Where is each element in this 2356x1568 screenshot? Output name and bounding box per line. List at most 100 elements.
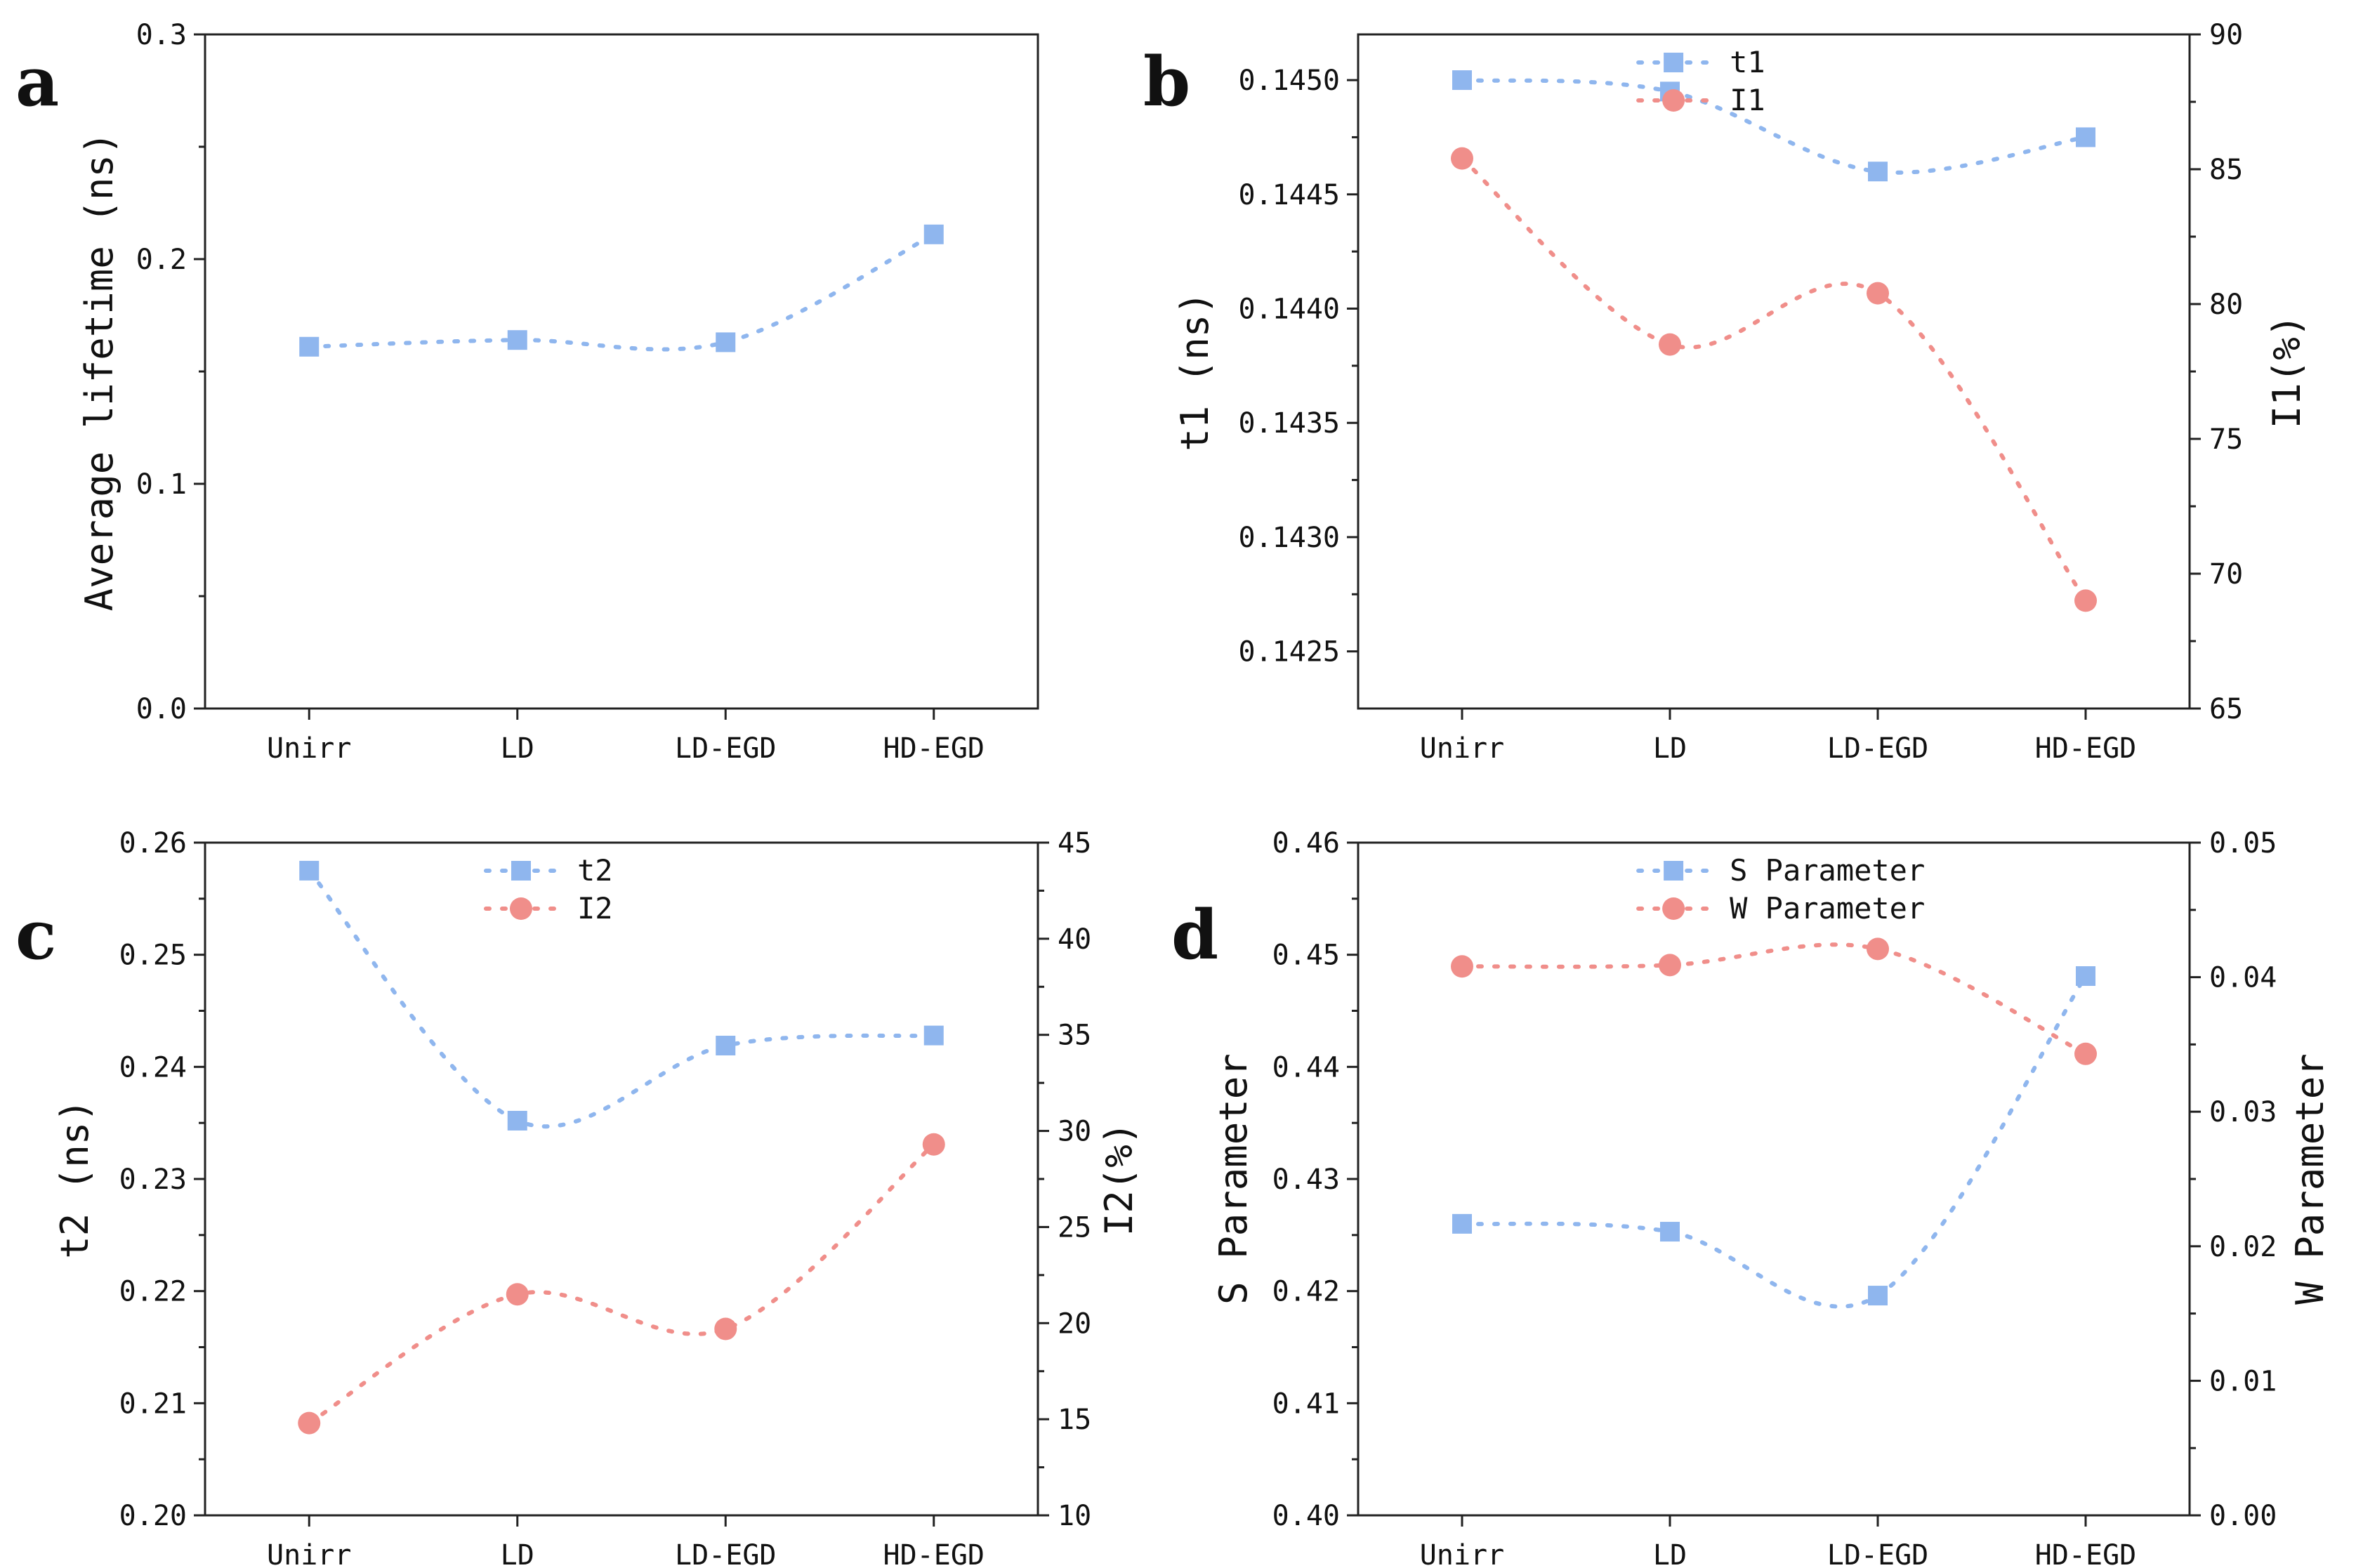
data-point-circle <box>1867 282 1889 305</box>
y2-tick-label: 75 <box>2209 423 2243 456</box>
x-tick-label: HD-EGD <box>2035 732 2137 765</box>
y2-tick-label: 20 <box>1058 1307 1091 1340</box>
data-point-circle <box>1451 147 1473 170</box>
y2-tick-label: 85 <box>2209 154 2243 186</box>
y2-tick-label: 35 <box>1058 1020 1091 1052</box>
y-tick-label: 0.0 <box>136 693 187 725</box>
legend-label: t1 <box>1730 45 1765 79</box>
x-tick-label: HD-EGD <box>883 1539 985 1568</box>
panel-letter: c <box>15 895 56 975</box>
data-point-circle <box>2074 1042 2097 1065</box>
y-axis-title: Average lifetime (ns) <box>77 132 121 612</box>
y2-tick-label: 90 <box>2209 19 2243 51</box>
y-axis-title: t1 (ns) <box>1173 291 1217 452</box>
y-tick-label: 0.1425 <box>1239 636 1341 668</box>
series-line-i2 <box>307 1142 936 1425</box>
y2-tick-label: 0.04 <box>2209 962 2277 994</box>
y2-tick-label: 30 <box>1058 1116 1091 1148</box>
y2-tick-label: 25 <box>1058 1211 1091 1244</box>
y-tick-label: 0.1445 <box>1239 179 1341 211</box>
data-point-square <box>1868 1286 1888 1306</box>
data-point-circle <box>298 1411 321 1435</box>
legend-marker-circle <box>1662 897 1685 920</box>
chart-panel-a: a Unirr LD LD-EGD HD-EGD 0.0 0.1 0.2 0.3 Average … <box>15 19 1039 765</box>
data-point-circle <box>922 1133 945 1156</box>
y-tick-label: 0.1430 <box>1239 522 1341 554</box>
y-tick-label: 0.41 <box>1272 1388 1340 1420</box>
y2-tick-label: 0.02 <box>2209 1231 2277 1263</box>
x-tick-label: LD <box>1653 732 1687 765</box>
data-point-circle <box>1867 937 1889 961</box>
chart-panel-d: d Unirr LD LD-EGD HD-EGD 0.40 0.41 0.42 0.43 0.44… <box>1171 827 2332 1568</box>
legend-label: I2 <box>577 891 613 925</box>
y2-tick-label: 15 <box>1058 1404 1091 1436</box>
series-line-t2 <box>307 868 936 1129</box>
legend-label: W Parameter <box>1730 891 1925 925</box>
y2-tick-label: 65 <box>2209 693 2243 725</box>
series-line-t1 <box>1460 78 2088 175</box>
data-point-square <box>1452 70 1472 91</box>
series-line-w-parameter <box>1460 942 2088 1056</box>
x-tick-label: LD <box>501 1539 534 1568</box>
series-line-i1 <box>1460 156 2088 603</box>
data-point-square <box>2076 966 2095 987</box>
y2-tick-label: 0.05 <box>2209 827 2277 859</box>
series-line-average-lifetime <box>307 232 936 352</box>
y-tick-label: 0.46 <box>1272 827 1340 859</box>
y-tick-label: 0.24 <box>119 1051 187 1083</box>
legend-marker-square <box>1664 53 1684 72</box>
panel-letter: d <box>1171 895 1218 975</box>
legend-marker-square <box>511 861 531 881</box>
y-tick-label: 0.1440 <box>1239 294 1341 326</box>
y2-axis-title: I2(%) <box>1097 1122 1141 1237</box>
y2-tick-label: 45 <box>1058 827 1091 859</box>
panel-letter: a <box>15 42 59 121</box>
data-point-square <box>1660 1222 1680 1242</box>
y-tick-label: 0.1 <box>136 468 187 501</box>
data-point-square <box>716 332 736 353</box>
series-line-s-parameter <box>1460 974 2088 1309</box>
data-point-square <box>299 336 320 357</box>
y2-tick-label: 0.00 <box>2209 1500 2277 1532</box>
x-tick-label: Unirr <box>1420 1539 1504 1568</box>
y-tick-label: 0.1450 <box>1239 65 1341 97</box>
x-tick-label: LD <box>1653 1539 1687 1568</box>
y-tick-label: 0.22 <box>119 1276 187 1308</box>
data-point-circle <box>1659 954 1681 977</box>
data-point-square <box>1868 162 1888 182</box>
data-point-square <box>507 1110 527 1131</box>
data-point-square <box>716 1035 736 1055</box>
data-point-square <box>923 1025 944 1046</box>
y2-axis-title: W Parameter <box>2288 1053 2332 1305</box>
y-axis-title: t2 (ns) <box>53 1099 97 1259</box>
legend-marker-circle <box>1662 89 1685 112</box>
panel-letter: b <box>1143 42 1190 121</box>
y-tick-label: 0.40 <box>1272 1500 1340 1532</box>
data-point-square <box>2076 127 2095 147</box>
x-tick-label: HD-EGD <box>2035 1539 2137 1568</box>
y2-tick-label: 0.01 <box>2209 1365 2277 1397</box>
x-tick-label: LD-EGD <box>675 732 777 765</box>
y2-tick-label: 80 <box>2209 289 2243 321</box>
data-point-square <box>923 224 944 244</box>
legend-marker-circle <box>509 897 532 920</box>
y-tick-label: 0.43 <box>1272 1164 1340 1196</box>
y2-tick-label: 70 <box>2209 558 2243 591</box>
x-tick-label: LD-EGD <box>675 1539 777 1568</box>
data-point-square <box>507 330 527 350</box>
data-point-square <box>299 860 320 881</box>
x-tick-label: Unirr <box>267 1539 351 1568</box>
y2-tick-label: 40 <box>1058 923 1091 956</box>
y2-axis-title: I1(%) <box>2265 315 2309 429</box>
x-tick-label: LD-EGD <box>1827 1539 1929 1568</box>
y-tick-label: 0.25 <box>119 940 187 972</box>
y-tick-label: 0.3 <box>136 19 187 51</box>
y-tick-label: 0.1435 <box>1239 407 1341 440</box>
y-tick-label: 0.23 <box>119 1164 187 1196</box>
y2-tick-label: 10 <box>1058 1500 1091 1532</box>
y-axis-title: S Parameter <box>1211 1053 1256 1305</box>
legend-marker-square <box>1664 861 1684 881</box>
data-point-circle <box>1451 955 1473 978</box>
